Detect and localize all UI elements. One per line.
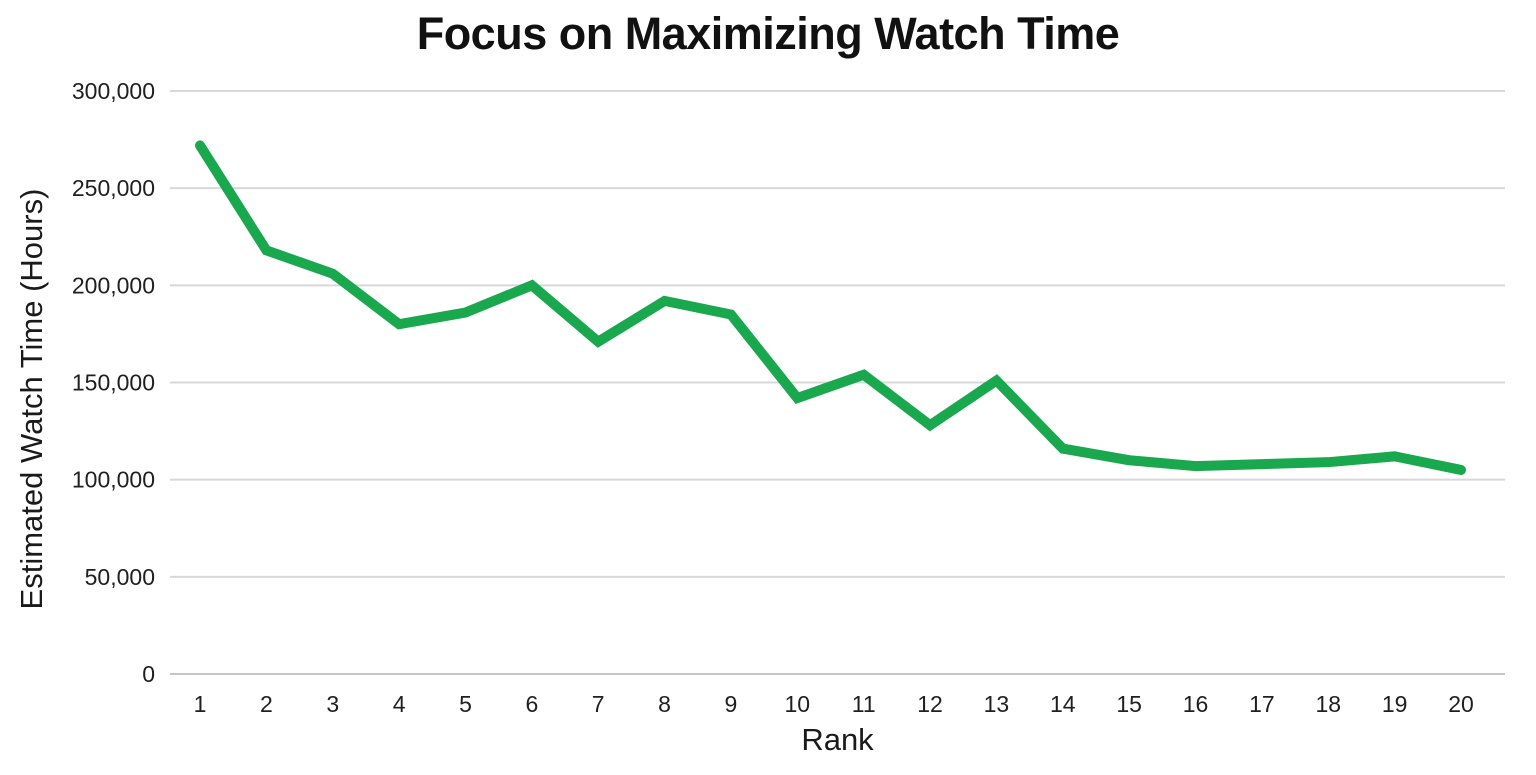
x-tick-label: 9 [725,691,738,717]
x-tick-label: 5 [459,691,472,717]
x-tick-label: 6 [525,691,538,717]
x-tick-label: 12 [917,691,943,717]
x-tick-label: 20 [1448,691,1474,717]
watch-time-series-line [195,140,1466,475]
y-tick-label: 250,000 [72,175,155,201]
chart-title: Focus on Maximizing Watch Time [416,8,1120,59]
x-tick-label: 4 [393,691,406,717]
x-tick-label: 3 [326,691,339,717]
y-tick-label: 50,000 [85,564,155,590]
x-tick-label: 2 [260,691,273,717]
x-axis-title: Rank [801,722,874,757]
y-tick-label: 200,000 [72,272,155,298]
x-tick-label: 17 [1249,691,1275,717]
x-tick-label: 16 [1183,691,1209,717]
x-tick-label: 8 [658,691,671,717]
x-tick-label: 19 [1382,691,1408,717]
x-tick-label: 14 [1050,691,1076,717]
x-tick-label: 1 [194,691,207,717]
x-tick-label: 13 [984,691,1010,717]
x-tick-label: 11 [852,691,876,717]
y-tick-label: 300,000 [72,78,155,104]
y-tick-label: 150,000 [72,370,155,396]
y-tick-label: 0 [142,661,155,687]
y-tick-label: 100,000 [72,467,155,493]
x-tick-label: 15 [1116,691,1142,717]
x-tick-label: 18 [1315,691,1341,717]
x-tick-label: 10 [785,691,811,717]
x-tick-label: 7 [592,691,605,717]
